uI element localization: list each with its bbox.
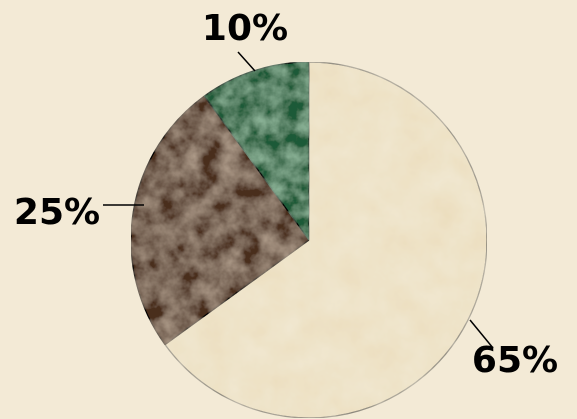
- slice-label-65: 65%: [472, 340, 558, 381]
- pie-slice-65: [164, 61, 488, 419]
- slice-label-25: 25%: [14, 192, 100, 233]
- leader-line-65: [469, 319, 494, 349]
- leader-lines: [103, 51, 494, 349]
- slice-label-10: 10%: [202, 8, 288, 49]
- slice-labels: 65% 25% 10%: [14, 8, 558, 381]
- pie-slice-25: [130, 95, 310, 346]
- pie-slices: [130, 61, 488, 419]
- leader-line-10: [237, 51, 256, 72]
